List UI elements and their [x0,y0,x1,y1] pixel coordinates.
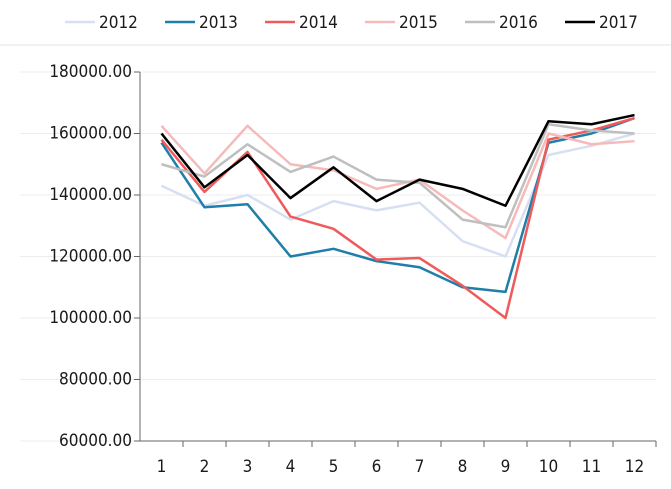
y-tick-label: 180000.00 [49,62,132,82]
y-tick-label: 160000.00 [49,124,132,144]
series-line [160,113,635,208]
x-tick-label: 1 [157,457,167,477]
series-line [160,132,635,258]
x-tick-label: 7 [415,457,425,477]
series-line [160,116,635,294]
legend-label: 2017 [599,13,638,33]
legend-label: 2015 [399,13,438,33]
y-tick-label: 140000.00 [49,185,132,205]
y-tick-label: 100000.00 [49,308,132,328]
x-tick-label: 3 [243,457,253,477]
x-tick-label: 10 [539,457,558,477]
x-tick-label: 6 [372,457,382,477]
x-tick-label: 2 [200,457,210,477]
x-tick-label: 11 [582,457,601,477]
series-line [160,116,635,320]
y-tick-label: 60000.00 [59,431,132,451]
x-tick-label: 4 [286,457,296,477]
x-tick-label: 8 [458,457,468,477]
x-tick-label: 5 [329,457,339,477]
y-tick-label: 80000.00 [59,370,132,390]
series-line [160,124,635,240]
x-tick-label: 9 [501,457,511,477]
legend-label: 2013 [199,13,238,33]
legend-label: 2012 [99,13,138,33]
series-line [161,123,635,229]
legend-label: 2016 [499,13,538,33]
legend-label: 2014 [299,13,338,33]
x-tick-label: 12 [625,457,644,477]
y-tick-label: 120000.00 [49,247,132,267]
